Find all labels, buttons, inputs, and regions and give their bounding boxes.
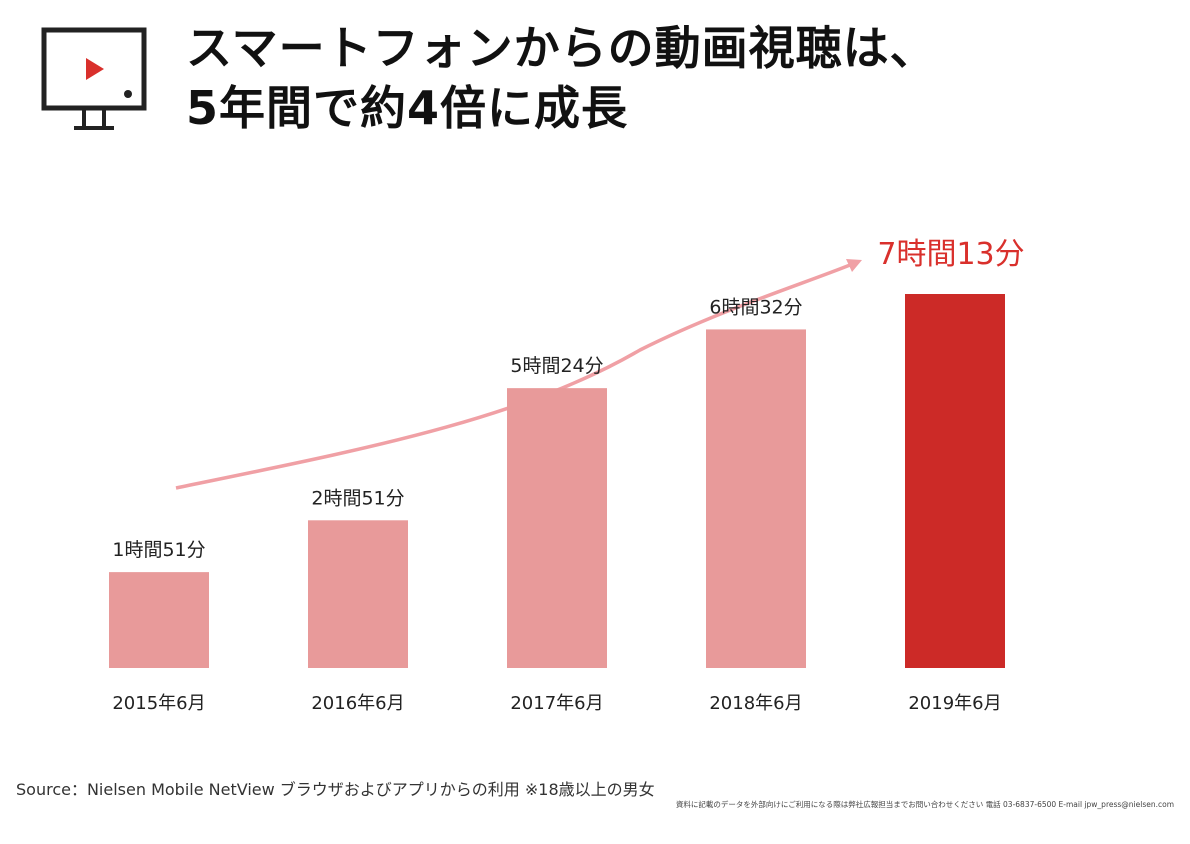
tv-play-icon	[41, 27, 147, 130]
title-line-2: 5年間で約4倍に成長	[186, 81, 629, 135]
bar-3	[706, 329, 806, 668]
data-label-2: 5時間24分	[510, 355, 603, 377]
category-label-0: 2015年6月	[112, 693, 205, 714]
footnote-text: 資料に記載のデータを外部向けにご利用になる際は弊社広報担当までお問い合わせくださ…	[675, 800, 1174, 809]
category-label-2: 2017年6月	[510, 693, 603, 714]
category-label-4: 2019年6月	[908, 693, 1001, 714]
data-label-1: 2時間51分	[311, 487, 404, 509]
category-label-1: 2016年6月	[311, 693, 404, 714]
category-label-3: 2018年6月	[709, 693, 802, 714]
data-label-3: 6時間32分	[709, 296, 802, 318]
bar-0	[109, 572, 209, 668]
trend-arrow-head	[846, 259, 862, 272]
page-title: スマートフォンからの動画視聴は、 5年間で約4倍に成長	[186, 18, 1146, 138]
data-label-0: 1時間51分	[112, 539, 205, 561]
bar-4	[905, 294, 1005, 668]
title-line-1: スマートフォンからの動画視聴は、	[186, 21, 937, 75]
bar-2	[507, 388, 607, 668]
source-text: Source：Nielsen Mobile NetView ブラウザおよびアプリ…	[16, 780, 655, 799]
bar-1	[308, 520, 408, 668]
trend-arrow-line	[175, 263, 851, 490]
data-label-4: 7時間13分	[877, 237, 1024, 272]
